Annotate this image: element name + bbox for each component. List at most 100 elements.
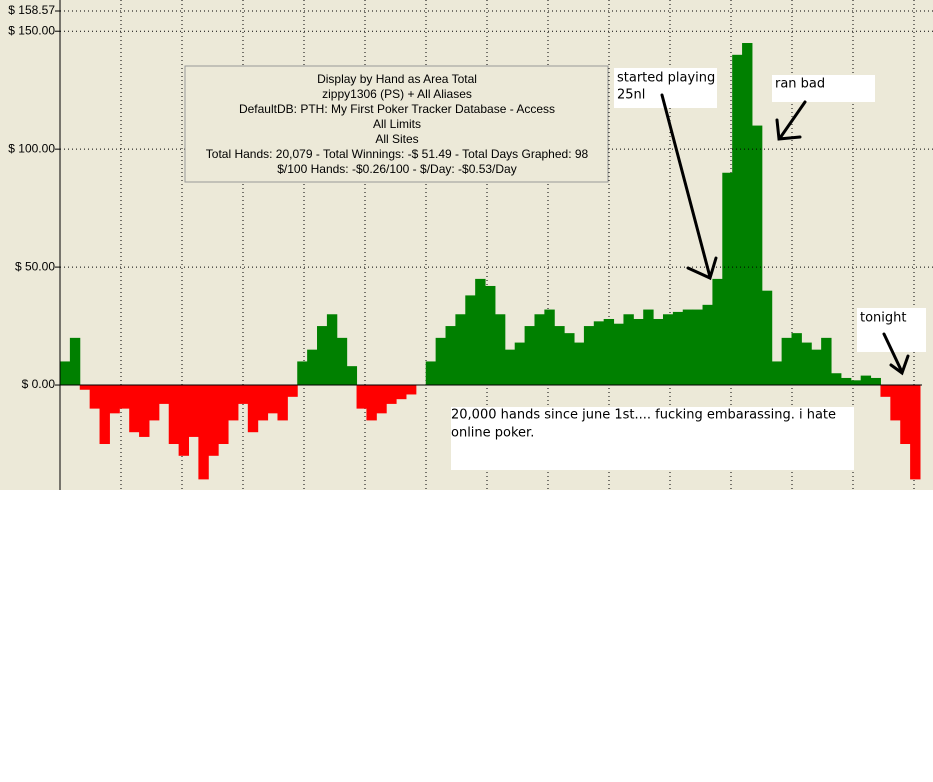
annotation: tonight bbox=[860, 311, 907, 326]
area-segment bbox=[445, 326, 456, 386]
area-segment bbox=[99, 385, 110, 445]
info-line: Display by Hand as Area Total bbox=[317, 72, 477, 86]
arrow bbox=[660, 93, 718, 281]
area-segment bbox=[405, 385, 417, 395]
area-segment bbox=[534, 314, 545, 386]
area-segment bbox=[643, 309, 654, 386]
area-segment bbox=[791, 333, 802, 386]
area-segment bbox=[850, 380, 862, 386]
annotation: online poker. bbox=[451, 426, 534, 441]
area-segment bbox=[336, 337, 348, 386]
area-segment bbox=[712, 278, 723, 386]
area-segment bbox=[574, 342, 585, 386]
area-segment bbox=[198, 385, 209, 480]
annotations: started playing 25nl ran bad tonight 20,000 … bbox=[451, 71, 907, 441]
area-segment bbox=[60, 361, 71, 386]
area-segment bbox=[297, 361, 308, 386]
area-segment bbox=[455, 314, 466, 386]
area-segment bbox=[593, 321, 605, 386]
area-segment bbox=[870, 377, 881, 386]
area-segment bbox=[761, 290, 773, 386]
area-segment bbox=[465, 295, 476, 386]
area-segment bbox=[396, 385, 407, 400]
area-segment bbox=[554, 326, 565, 386]
area-segment bbox=[178, 385, 190, 456]
area-segment bbox=[228, 385, 239, 421]
y-tick-label: $ 100.00 bbox=[8, 141, 55, 155]
arrows bbox=[660, 93, 910, 376]
area-segment bbox=[188, 385, 199, 437]
area-segment bbox=[722, 172, 733, 386]
area-segment bbox=[840, 377, 852, 386]
area-segment bbox=[524, 326, 535, 386]
area-segment bbox=[326, 314, 338, 386]
annotation: started playing bbox=[617, 71, 715, 86]
area-segment bbox=[771, 361, 783, 386]
arrow bbox=[775, 100, 807, 141]
area-segment bbox=[900, 385, 911, 445]
area-segment bbox=[613, 323, 624, 386]
area-segment bbox=[662, 314, 674, 386]
info-line: zippy1306 (PS) + All Aliases bbox=[322, 87, 472, 101]
y-tick-label: $ 150.00 bbox=[8, 23, 55, 37]
area-segment bbox=[257, 385, 269, 421]
area-segment bbox=[139, 385, 150, 437]
info-line: $/100 Hands: -$0.26/100 - $/Day: -$0.53/… bbox=[277, 162, 516, 176]
area-segment bbox=[485, 285, 496, 386]
annotation-box bbox=[857, 308, 926, 352]
area-segment bbox=[494, 314, 506, 386]
area-segment bbox=[376, 385, 387, 414]
area-segment bbox=[119, 385, 130, 409]
area-segment bbox=[425, 361, 437, 386]
area-segment bbox=[386, 385, 397, 404]
annotation: 20,000 hands since june 1st.... fucking … bbox=[451, 408, 836, 423]
annotation-box bbox=[451, 407, 854, 470]
area-segment bbox=[801, 342, 812, 386]
area-segment bbox=[277, 385, 288, 421]
area-segment bbox=[435, 337, 447, 386]
area-segment bbox=[366, 385, 377, 421]
area-segment bbox=[831, 373, 842, 386]
area-segment bbox=[910, 385, 921, 480]
area-segment bbox=[860, 375, 872, 386]
arrow bbox=[882, 332, 910, 376]
area-segment bbox=[267, 385, 278, 414]
area-segment bbox=[346, 366, 358, 386]
info-box bbox=[184, 65, 609, 183]
info-line: DefaultDB: PTH: My First Poker Tracker D… bbox=[239, 102, 555, 116]
annotation-box bbox=[614, 68, 717, 108]
area-segment bbox=[880, 385, 891, 397]
area-segment bbox=[692, 309, 704, 386]
area-segment bbox=[129, 385, 140, 433]
area-segment bbox=[653, 318, 664, 386]
area-segment bbox=[79, 385, 91, 390]
area-segment bbox=[148, 385, 160, 421]
y-tick-label: $ 50.00 bbox=[15, 259, 55, 273]
area-segment bbox=[237, 385, 249, 404]
area-segment bbox=[811, 349, 822, 386]
area-segment bbox=[583, 326, 595, 386]
area-segment bbox=[672, 311, 684, 386]
area bbox=[60, 43, 921, 480]
area-segment bbox=[69, 337, 81, 386]
area-segment bbox=[218, 385, 229, 445]
area-segment bbox=[623, 314, 634, 386]
area-segment bbox=[356, 385, 367, 409]
area-segment bbox=[158, 385, 170, 404]
area-segment bbox=[307, 349, 318, 386]
area-segment bbox=[751, 125, 763, 386]
area-segment bbox=[208, 385, 219, 456]
area-segment bbox=[633, 318, 644, 386]
area-segment bbox=[544, 309, 555, 386]
area-segment bbox=[890, 385, 901, 421]
area-segment bbox=[287, 385, 298, 397]
area-segment bbox=[781, 337, 792, 386]
area-segment bbox=[682, 309, 694, 386]
area-segment bbox=[504, 349, 516, 386]
area-segment bbox=[168, 385, 180, 445]
area-segment bbox=[109, 385, 120, 414]
area-segment bbox=[89, 385, 101, 409]
